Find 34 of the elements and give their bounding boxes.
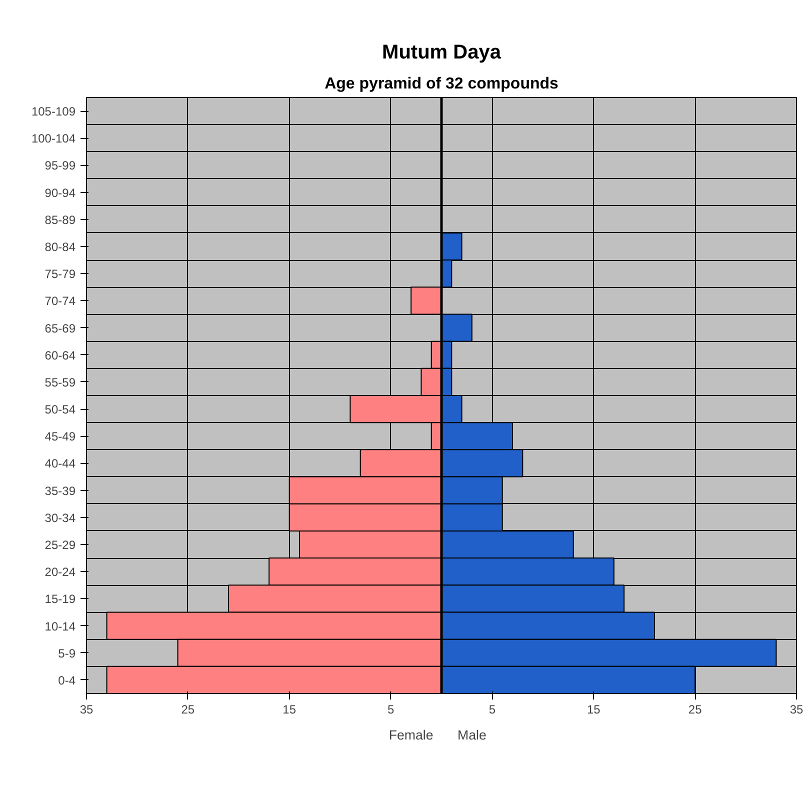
y-tick-label: 30-34 (44, 510, 76, 525)
chart-title: Mutum Daya (382, 42, 502, 64)
y-tick-label: 45-49 (44, 430, 76, 444)
text: Male (457, 728, 486, 742)
y-tick-label: 0-4 (58, 673, 76, 688)
y-tick-label: 15-19 (44, 592, 76, 606)
y-tick-label: 10-14 (44, 619, 76, 634)
y-tick-label: 70-74 (44, 294, 76, 308)
y-tick-label: 85-89 (44, 212, 76, 227)
y-tick-label: 65-69 (44, 321, 76, 336)
chart-subtitle: Age pyramid of 32 compounds (324, 76, 559, 92)
y-tick-label: 25-29 (44, 538, 76, 552)
y-tick-label: 20-24 (44, 565, 76, 580)
x-tick-label: 35 (790, 702, 804, 716)
y-tick-label: 80-84 (44, 240, 76, 254)
y-tick-label: 50-54 (44, 402, 76, 417)
y-tick-label: 35-39 (44, 484, 76, 498)
y-tick-label: 5-9 (58, 646, 76, 660)
x-tick-label: 5 (488, 702, 496, 716)
y-tick-label: 100-104 (31, 132, 76, 146)
x-tick-label: 5 (387, 702, 394, 716)
x-tick-label: 15 (282, 702, 296, 716)
y-tick-label: 105-109 (31, 104, 76, 119)
y-tick-label: 75-79 (44, 267, 76, 282)
x-tick-label: 25 (181, 702, 195, 716)
y-tick-label: 55-59 (44, 375, 76, 390)
x-tick-label: 35 (80, 702, 94, 716)
y-tick-label: 40-44 (44, 456, 76, 471)
y-tick-label: 95-99 (44, 158, 76, 173)
x-tick-label: 15 (586, 702, 601, 716)
y-tick-label: 90-94 (44, 186, 76, 200)
y-tick-label: 60-64 (44, 348, 76, 362)
x-tick-label: 25 (688, 702, 702, 716)
text: Female (388, 728, 434, 742)
